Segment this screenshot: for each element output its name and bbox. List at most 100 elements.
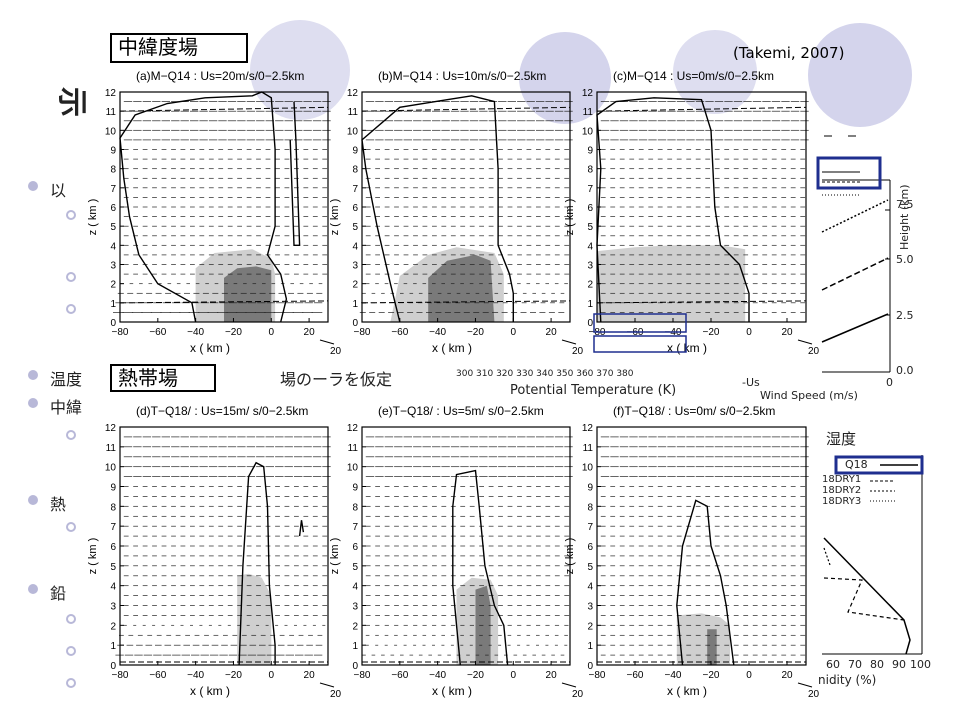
hum-xtick-90: 90 xyxy=(892,658,906,671)
y-axis-label: z ( km ) xyxy=(87,199,99,236)
cloud-contour-secondary xyxy=(298,520,305,537)
y-tick-label: 5 xyxy=(110,222,116,233)
bullet-2 xyxy=(28,370,38,380)
y-axis-label: z ( km ) xyxy=(329,199,341,236)
vector-scale-label: 20 xyxy=(572,346,584,357)
x-tick-label: −60 xyxy=(391,327,408,338)
panel-e: (e)T−Q18/ : Us=5m/ s/0−2.5km012345678910… xyxy=(329,404,584,700)
y-tick-label: 2 xyxy=(352,621,358,632)
wind-ytick-1: 2.5 xyxy=(896,309,914,322)
legend-highlight-box-top xyxy=(816,156,882,190)
vector-scale-arrow xyxy=(797,339,813,345)
x-tick-label: −40 xyxy=(665,670,682,681)
y-tick-label: 6 xyxy=(352,542,358,553)
dashed-contour-lower xyxy=(361,300,571,304)
vector-scale-label: 20 xyxy=(330,689,342,700)
tropical-label: 熱帯場 xyxy=(110,364,216,392)
y-tick-label: 3 xyxy=(587,602,593,613)
vector-scale-arrow xyxy=(561,339,577,345)
y-tick-label: 9 xyxy=(110,483,116,494)
wind-height-axis-label: Height (km) xyxy=(898,184,911,250)
midlatitude-label: 中緯度場 xyxy=(110,33,248,63)
y-tick-label: 9 xyxy=(110,146,116,157)
dark-shading xyxy=(428,254,495,322)
panel-d: (d)T−Q18/ : Us=15m/ s/0−2.5km01234567891… xyxy=(87,404,342,700)
dark-shading xyxy=(707,629,717,665)
cloud-contour xyxy=(119,91,288,323)
y-tick-label: 4 xyxy=(110,241,116,252)
wind-ytick-3: 7.5 xyxy=(896,198,914,211)
x-tick-label: −80 xyxy=(354,327,371,338)
humidity-axis-label: nidity (%) xyxy=(818,673,877,687)
x-axis-label: x ( km ) xyxy=(432,684,472,698)
y-tick-label: 8 xyxy=(110,502,116,513)
y-tick-label: 7 xyxy=(110,522,116,533)
y-tick-label: 9 xyxy=(587,146,593,157)
light-shading xyxy=(237,573,272,665)
x-tick-label: −40 xyxy=(187,670,204,681)
vector-scale-arrow xyxy=(561,682,577,688)
deco-circle-1 xyxy=(250,20,350,120)
y-tick-label: 0 xyxy=(587,318,593,329)
y-tick-label: 5 xyxy=(352,562,358,573)
y-tick-label: 4 xyxy=(110,582,116,593)
dashed-contour-upper xyxy=(596,106,807,112)
dashed-contour-upper xyxy=(119,106,329,112)
y-tick-label: 10 xyxy=(347,126,359,137)
y-tick-label: 4 xyxy=(352,241,358,252)
y-tick-label: 2 xyxy=(352,280,358,291)
minus-us-label: -Us xyxy=(742,376,760,389)
vector-field xyxy=(600,436,809,656)
y-tick-label: 8 xyxy=(587,502,593,513)
y-tick-label: 3 xyxy=(110,602,116,613)
y-tick-label: 2 xyxy=(110,280,116,291)
y-tick-label: 7 xyxy=(587,522,593,533)
sub-bullet-6 xyxy=(66,614,76,624)
y-tick-label: 7 xyxy=(352,522,358,533)
deco-circle-2 xyxy=(519,32,611,124)
bullet-4 xyxy=(28,495,38,505)
y-tick-label: 9 xyxy=(352,146,358,157)
vector-scale-arrow xyxy=(319,682,335,688)
wind-ytick-0: 0.0 xyxy=(896,364,914,377)
sub-bullet-3 xyxy=(66,304,76,314)
y-axis-label: z ( km ) xyxy=(564,538,576,575)
y-tick-label: 12 xyxy=(582,423,594,434)
bullet-text-4: 熱 xyxy=(50,495,67,514)
y-tick-label: 2 xyxy=(110,621,116,632)
y-tick-label: 8 xyxy=(352,502,358,513)
humidity-profile-dry1 xyxy=(823,577,905,621)
vector-field xyxy=(115,436,331,656)
y-axis-label: z ( km ) xyxy=(87,538,99,575)
panel-title: (e)T−Q18/ : Us=5m/ s/0−2.5km xyxy=(378,404,544,418)
bullet-text-1: 以 xyxy=(50,181,67,200)
humidity-profile-panel xyxy=(822,455,924,655)
y-tick-label: 11 xyxy=(106,107,117,118)
sub-bullet-7 xyxy=(66,646,76,656)
x-tick-label: −20 xyxy=(703,327,720,338)
x-tick-label: 0 xyxy=(510,670,516,681)
x-axis-label: x ( km ) xyxy=(667,341,707,355)
x-tick-label: 0 xyxy=(510,327,516,338)
y-tick-label: 1 xyxy=(587,299,593,310)
y-tick-label: 11 xyxy=(348,107,359,118)
y-tick-label: 9 xyxy=(352,483,358,494)
decorative-circles xyxy=(250,20,912,127)
vector-scale-label: 20 xyxy=(330,346,342,357)
cloud-contour xyxy=(452,469,509,666)
x-tick-label: −80 xyxy=(354,670,371,681)
y-tick-label: 10 xyxy=(105,126,117,137)
x-tick-label: 20 xyxy=(304,327,316,338)
cloud-contour-secondary xyxy=(289,101,301,247)
x-axis-label: x ( km ) xyxy=(190,341,230,355)
wind-xtick-0: 0 xyxy=(886,376,893,389)
x-tick-label: −60 xyxy=(627,670,644,681)
y-tick-label: 10 xyxy=(582,463,594,474)
y-tick-label: 3 xyxy=(352,261,358,272)
y-tick-label: 4 xyxy=(587,582,593,593)
y-tick-label: 0 xyxy=(110,661,116,672)
sub-bullet-2 xyxy=(66,272,76,282)
bullet-text-3: 中緯 xyxy=(50,398,83,417)
y-tick-label: 6 xyxy=(587,542,593,553)
